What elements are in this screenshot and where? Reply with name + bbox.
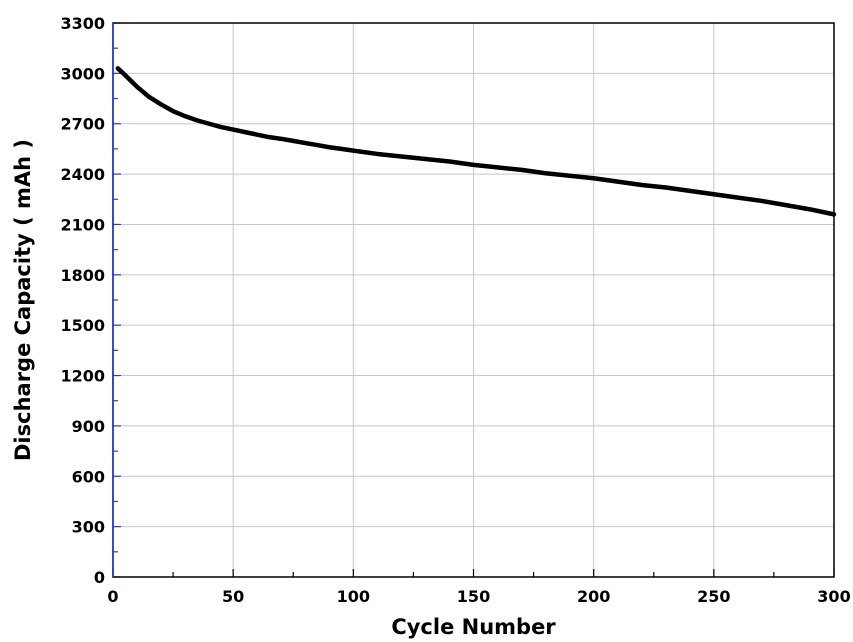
- y-tick-label: 3000: [60, 64, 105, 83]
- y-axis-title: Discharge Capacity ( mAh ): [11, 139, 35, 461]
- y-tick-label: 1200: [60, 367, 105, 386]
- y-tick-label: 1800: [60, 266, 105, 285]
- x-axis-title: Cycle Number: [391, 615, 556, 639]
- y-tick-label: 300: [72, 518, 105, 537]
- series-line-1: [115, 66, 837, 217]
- series-layer: [115, 66, 837, 217]
- x-tick-label: 200: [577, 587, 610, 606]
- y-tick-label: 3300: [60, 14, 105, 33]
- x-tick-label: 0: [107, 587, 118, 606]
- x-tick-label: 50: [222, 587, 244, 606]
- x-tick-labels: 0 50 100 150 200 250 300: [107, 587, 850, 606]
- y-tick-label: 1500: [60, 316, 105, 335]
- grid: [113, 23, 834, 577]
- x-tick-label: 250: [697, 587, 730, 606]
- y-tick-label: 900: [72, 417, 105, 436]
- y-tick-label: 2100: [60, 215, 105, 234]
- y-tick-label: 2400: [60, 165, 105, 184]
- y-tick-label: 600: [72, 467, 105, 486]
- x-tick-label: 150: [457, 587, 490, 606]
- x-tick-label: 300: [817, 587, 850, 606]
- y-tick-labels: 0 300 600 900 1200 1500 1800 2100 2400 2700 3000 33…: [60, 14, 105, 587]
- y-tick-label: 2700: [60, 115, 105, 134]
- x-tick-label: 100: [337, 587, 370, 606]
- y-tick-label: 0: [94, 568, 105, 587]
